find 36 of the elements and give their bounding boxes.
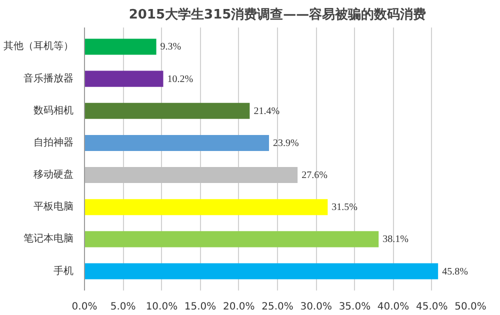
x-tick-label: 25.0% bbox=[262, 302, 294, 312]
y-tick-label: 手机 bbox=[54, 264, 74, 277]
y-tick-label: 自拍神器 bbox=[34, 136, 74, 148]
x-tick-label: 15.0% bbox=[184, 302, 216, 312]
chart-title: 2015大学生315消费调查——容易被骗的数码消费 bbox=[128, 6, 426, 22]
bar bbox=[84, 231, 379, 248]
x-tick-label: 5.0% bbox=[110, 302, 136, 312]
y-tick-label: 音乐播放器 bbox=[24, 72, 74, 84]
y-tick-label: 数码相机 bbox=[34, 104, 74, 116]
y-tick-label: 平板电脑 bbox=[34, 200, 74, 213]
x-tick-label: 30.0% bbox=[300, 302, 332, 312]
data-label: 23.9% bbox=[273, 138, 299, 149]
bar bbox=[84, 199, 328, 216]
x-tick-label: 50.0% bbox=[454, 302, 486, 312]
bar bbox=[84, 167, 298, 184]
bar bbox=[84, 38, 156, 55]
data-label: 31.5% bbox=[332, 202, 358, 214]
x-tick-label: 40.0% bbox=[377, 302, 410, 312]
data-label: 9.3% bbox=[160, 42, 182, 53]
x-tick-label: 20.0% bbox=[223, 302, 255, 312]
bar bbox=[84, 102, 250, 119]
bar bbox=[84, 263, 438, 280]
x-tick-label: 35.0% bbox=[338, 302, 371, 312]
data-label: 21.4% bbox=[254, 106, 280, 117]
x-tick-label: 45.0% bbox=[416, 302, 448, 312]
y-tick-label: 移动硬盘 bbox=[34, 168, 74, 181]
data-label: 45.8% bbox=[442, 266, 468, 278]
x-tick-label: 10.0% bbox=[146, 302, 178, 312]
y-tick-label: 其他（耳机等） bbox=[4, 40, 74, 52]
data-label: 38.1% bbox=[382, 234, 408, 246]
data-label: 10.2% bbox=[167, 74, 194, 85]
bar bbox=[84, 70, 164, 87]
x-tick-label: 0.0% bbox=[72, 302, 98, 312]
bar bbox=[84, 134, 270, 151]
y-tick-label: 笔记本电脑 bbox=[24, 232, 74, 245]
data-label: 27.6% bbox=[302, 170, 328, 182]
